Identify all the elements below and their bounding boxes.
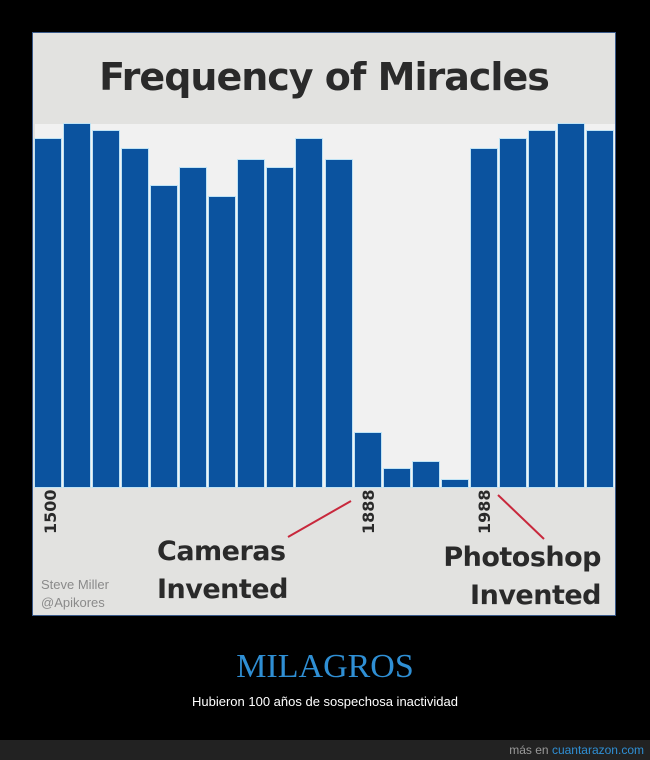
author-credit: Steve Miller @Apikores [41,576,109,612]
bar-column [35,124,61,487]
bar-column [151,124,178,487]
bar-column [209,124,236,487]
bar-column [325,124,352,487]
bar-column [412,124,439,487]
bar [122,149,149,487]
annotation-photoshop: Photoshop Invented [443,539,601,615]
bar [383,468,410,487]
bar-column [354,124,381,487]
annotation-photoshop-line2: Invented [470,580,601,611]
bar-column [122,124,149,487]
footer-prefix: más en [509,743,549,757]
bar [35,138,61,487]
bar [151,185,178,487]
bar [64,124,91,487]
bar [354,432,381,487]
bar-column [296,124,323,487]
footer-bar: más en cuantarazon.com [0,740,650,760]
bar-column [557,124,584,487]
credit-handle: @Apikores [41,595,105,610]
annotation-lines [287,494,545,540]
annotation-photoshop-line1: Photoshop [443,542,601,573]
chart-frame: Frequency of Miracles 1500 1888 1988 Cam… [32,32,616,616]
bar [586,131,613,487]
bar-column [499,124,526,487]
cameras-pointer-line [287,500,352,538]
plot-area [35,124,615,487]
footer-text: más en cuantarazon.com [509,743,644,757]
annotation-cameras: Cameras Invented [157,533,288,609]
bar [238,160,265,487]
bar-column [470,124,497,487]
bar [180,167,207,487]
bar [499,138,526,487]
bar [93,131,120,487]
caption-subtitle: Hubieron 100 años de sospechosa inactivi… [192,694,458,709]
bar-column [180,124,207,487]
bar-column [93,124,120,487]
bar [412,461,439,487]
bar [557,124,584,487]
photoshop-pointer-line [497,494,545,540]
site-link[interactable]: cuantarazon.com [551,743,644,757]
chart-title: Frequency of Miracles [99,55,550,99]
bar-column [383,124,410,487]
bar [296,138,323,487]
bar [441,479,468,487]
bar [325,160,352,487]
caption-title: MILAGROS [236,648,414,685]
bar-column [238,124,265,487]
bar-column [267,124,294,487]
bar [209,196,236,487]
annotation-cameras-line1: Cameras [157,536,286,567]
bar-column [441,124,468,487]
credit-name: Steve Miller [41,577,109,592]
bar-column [586,124,613,487]
bar [470,149,497,487]
bar-column [64,124,91,487]
annotation-cameras-line2: Invented [157,574,288,605]
bar [267,167,294,487]
bar-column [528,124,555,487]
bar [528,131,555,487]
